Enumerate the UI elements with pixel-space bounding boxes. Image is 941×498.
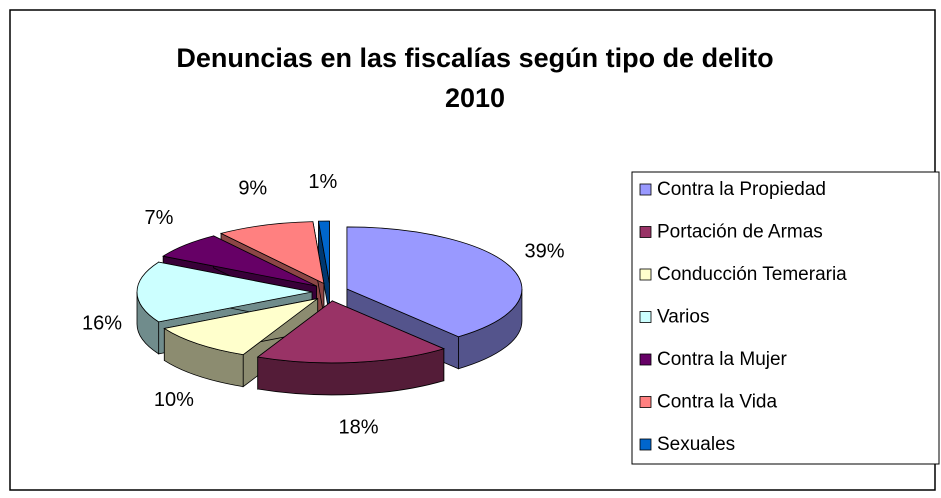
legend-swatch bbox=[639, 183, 652, 196]
legend-box bbox=[631, 171, 940, 465]
data-label: 7% bbox=[145, 207, 174, 229]
legend-label: Sexuales bbox=[657, 434, 735, 455]
data-label: 18% bbox=[339, 417, 379, 439]
slice bbox=[163, 298, 318, 356]
legend-label: Conducción Temeraria bbox=[657, 264, 847, 285]
chart-title: Denuncias en las fiscalías según tipo de… bbox=[176, 43, 773, 73]
slice bbox=[219, 221, 325, 285]
legend-swatch bbox=[639, 226, 652, 238]
legend-label: Portación de Armas bbox=[657, 222, 823, 243]
slice bbox=[317, 220, 330, 284]
legend-swatch bbox=[639, 438, 652, 451]
data-label: 16% bbox=[82, 312, 122, 334]
data-label: 1% bbox=[308, 171, 337, 193]
data-label: 10% bbox=[154, 389, 194, 411]
legend-swatch bbox=[639, 396, 652, 408]
data-label: 9% bbox=[238, 177, 267, 199]
legend-label: Contra la Vida bbox=[657, 392, 777, 413]
legend-label: Contra la Propiedad bbox=[657, 179, 826, 200]
data-label: 39% bbox=[525, 241, 565, 263]
legend-label: Contra la Mujer bbox=[657, 349, 788, 370]
legend-swatch bbox=[639, 311, 652, 323]
slice bbox=[162, 235, 317, 287]
legend-swatch bbox=[639, 353, 652, 366]
legend-label: Varios bbox=[657, 307, 709, 328]
slice bbox=[256, 300, 445, 364]
slice bbox=[136, 261, 313, 323]
slice bbox=[346, 226, 523, 338]
chart-title: 2010 bbox=[445, 83, 505, 113]
pie bbox=[136, 220, 523, 396]
legend-swatch bbox=[639, 268, 652, 281]
